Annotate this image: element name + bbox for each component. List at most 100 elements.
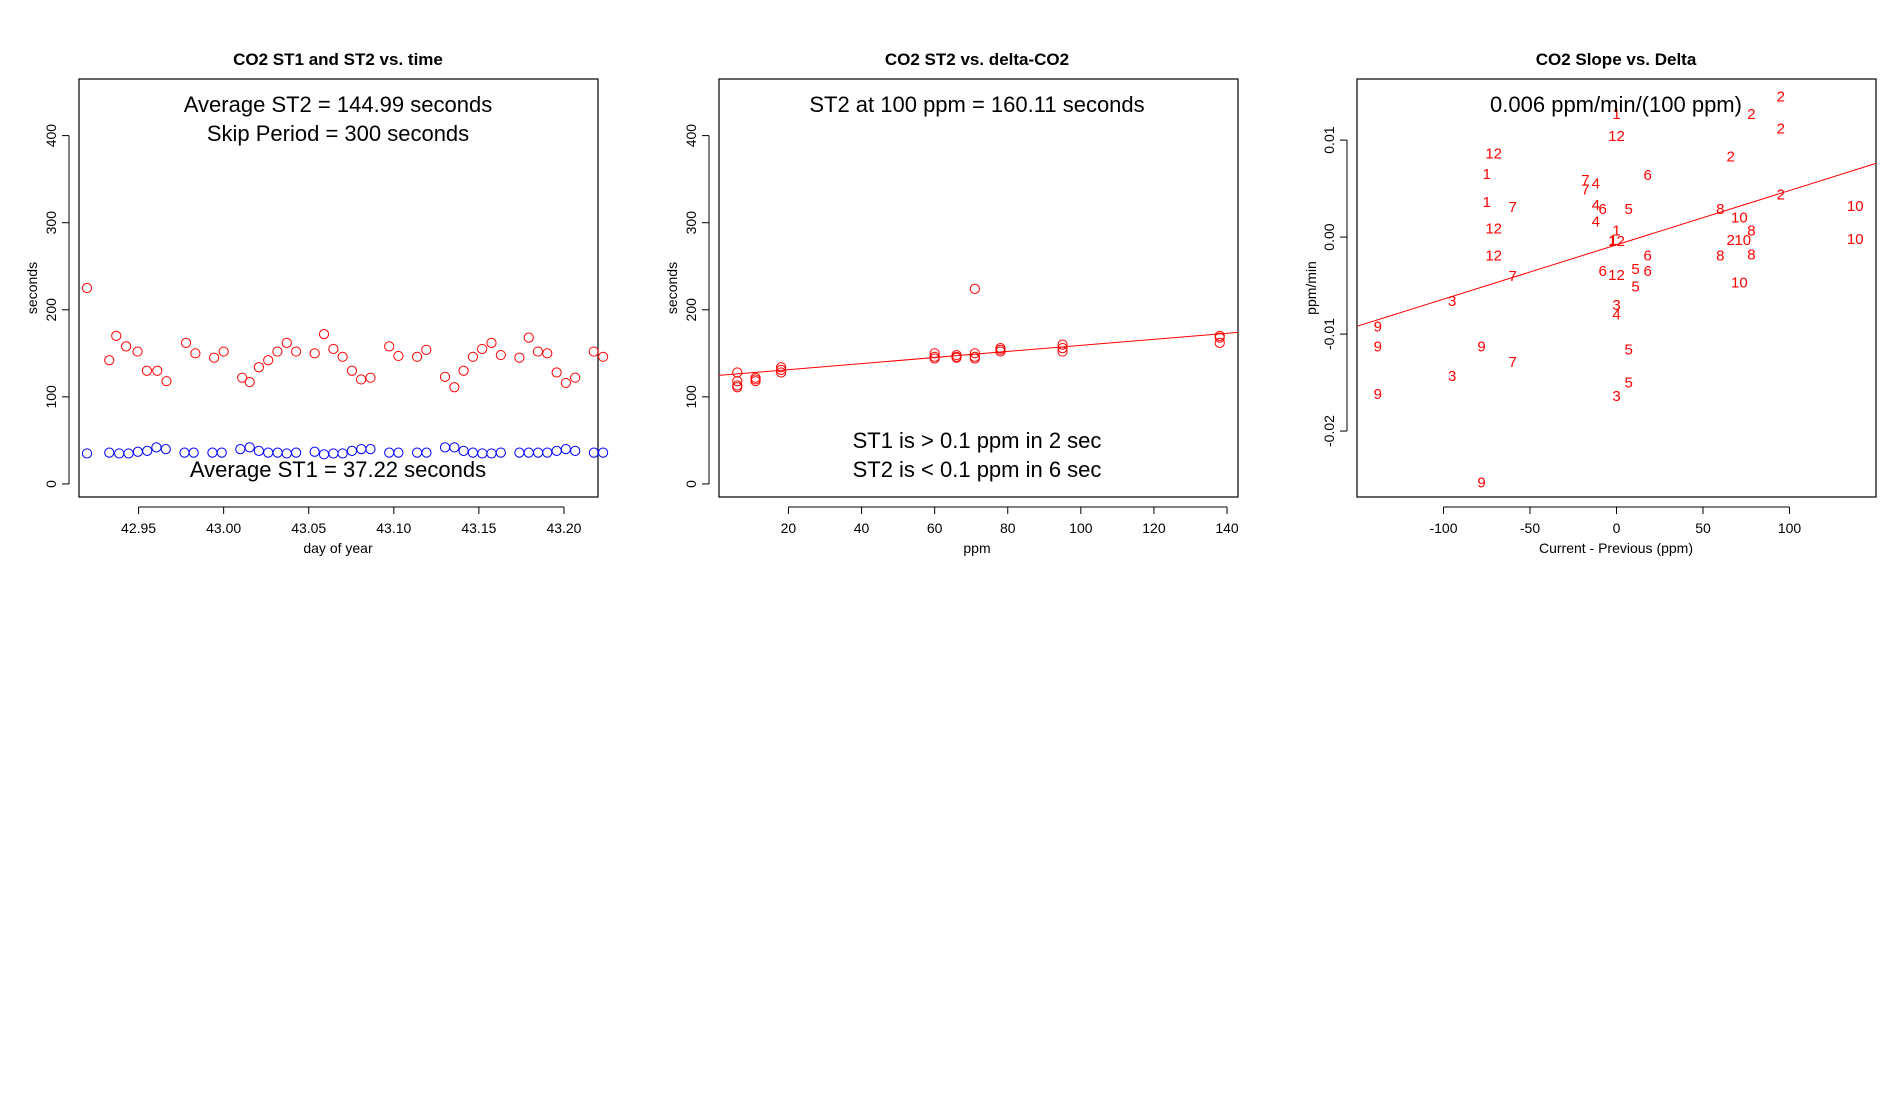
data-point-st2 [81,282,93,294]
data-point-st2 [514,352,525,363]
point-label: 3 [1612,388,1620,405]
point-label: 5 [1631,261,1639,278]
data-point-st1 [179,447,190,458]
point-label: 5 [1624,201,1632,218]
data-point-st2 [190,348,201,359]
data-point-st1 [365,444,376,455]
x-tick-label: 40 [854,520,870,536]
point-label: 10 [1734,232,1751,249]
data-point-st1 [439,442,451,453]
x-tick-label: 60 [927,520,943,536]
point-label: 12 [1485,248,1502,265]
data-point-st2 [318,329,330,340]
data-point-st2 [532,346,544,357]
point-label: 2 [1727,232,1735,249]
x-tick-label: 43.20 [546,520,581,536]
data-point-st2 [495,349,506,361]
data-point-st2 [180,337,192,348]
data-point-st2 [291,346,302,357]
data-point-st1 [253,445,264,456]
y-tick-label: 400 [683,124,699,148]
x-axis-label: day of year [303,540,373,556]
data-point-st2 [384,341,395,352]
data-point-st1 [291,447,302,458]
annotation-average-st2: Average ST2 = 144.99 seconds [184,92,492,117]
data-point-st2 [969,283,980,294]
data-point-st2 [237,372,248,383]
data-point-st2 [560,377,571,389]
point-label: 1 [1612,222,1620,239]
data-point-st1 [495,447,506,458]
data-point-st1 [207,447,218,458]
y-tick-label: 0 [43,480,59,488]
data-point-st2 [542,348,553,359]
data-points [81,282,609,460]
panel-st2-vs-delta: CO2 ST2 vs. delta-CO2 20 40 60 80 100 120 140 0… [664,50,1239,556]
point-label: 7 [1581,182,1589,199]
y-tick-label: -0.02 [1321,415,1337,447]
plot-frame [1356,78,1877,498]
point-label: 9 [1374,386,1382,403]
y-axis-label: seconds [24,262,40,314]
data-point-st2 [1057,339,1068,350]
point-label: 3 [1612,297,1620,314]
fit-line-group [1356,162,1877,327]
point-label: 4 [1592,214,1600,231]
point-label: 3 [1448,293,1456,310]
data-point-st2 [551,367,562,378]
annotation-skip-period: Skip Period = 300 seconds [207,121,469,146]
data-points [732,283,1225,393]
data-point-st2 [477,343,488,355]
data-point-st1 [216,447,227,458]
data-point-st2 [995,344,1006,355]
data-point-st2 [598,351,609,362]
data-point-st2 [111,330,122,341]
point-label: 8 [1747,247,1755,264]
point-label: 7 [1509,268,1517,285]
point-label: 10 [1731,275,1748,292]
data-point-st2 [328,343,339,355]
x-tick-label: 43.10 [376,520,411,536]
y-tick-label: 200 [43,298,59,322]
point-label: 8 [1716,248,1724,265]
x-tick-label: 0 [1613,520,1621,536]
data-point-st2 [750,374,761,385]
x-tick-label: 120 [1142,520,1166,536]
chart-title: CO2 Slope vs. Delta [1536,50,1697,69]
point-label: 7 [1509,354,1517,371]
annotation-average-st1: Average ST1 = 37.22 seconds [190,457,486,482]
data-point-st2 [776,364,787,375]
data-point-st2 [365,372,376,383]
data-point-st2 [929,348,940,359]
y-tick-label: 100 [43,385,59,409]
data-point-st2 [393,350,404,362]
data-point-st2 [281,337,292,348]
data-point-st1 [114,448,125,459]
data-point-st1 [412,447,423,458]
point-label: 1 [1483,166,1491,183]
point-label: 5 [1624,342,1632,359]
data-point-st2 [776,362,787,373]
x-tick-label: 100 [1778,520,1802,536]
data-point-st1 [151,442,162,453]
annotation-slope: 0.006 ppm/min/(100 ppm) [1490,92,1742,117]
data-point-st2 [346,365,358,376]
data-point-st2 [732,376,743,387]
data-point-st2 [486,337,497,348]
data-point-st1 [449,442,460,453]
annotation-st1-threshold: ST1 is > 0.1 ppm in 2 sec [853,428,1102,453]
y-tick-label: 100 [683,385,699,409]
x-tick-label: 50 [1695,520,1711,536]
data-point-st2 [951,351,962,362]
point-label: 9 [1374,318,1382,335]
data-point-st2 [449,382,460,393]
data-point-st1 [160,444,171,455]
data-point-st2 [412,351,423,362]
x-tick-label: 140 [1215,520,1239,536]
data-point-st1 [81,448,93,459]
data-point-st2 [969,353,980,364]
x-tick-label: 43.05 [291,520,326,536]
data-point-st1 [542,447,553,458]
point-label: 1 [1483,194,1491,211]
data-point-st2 [732,380,743,391]
